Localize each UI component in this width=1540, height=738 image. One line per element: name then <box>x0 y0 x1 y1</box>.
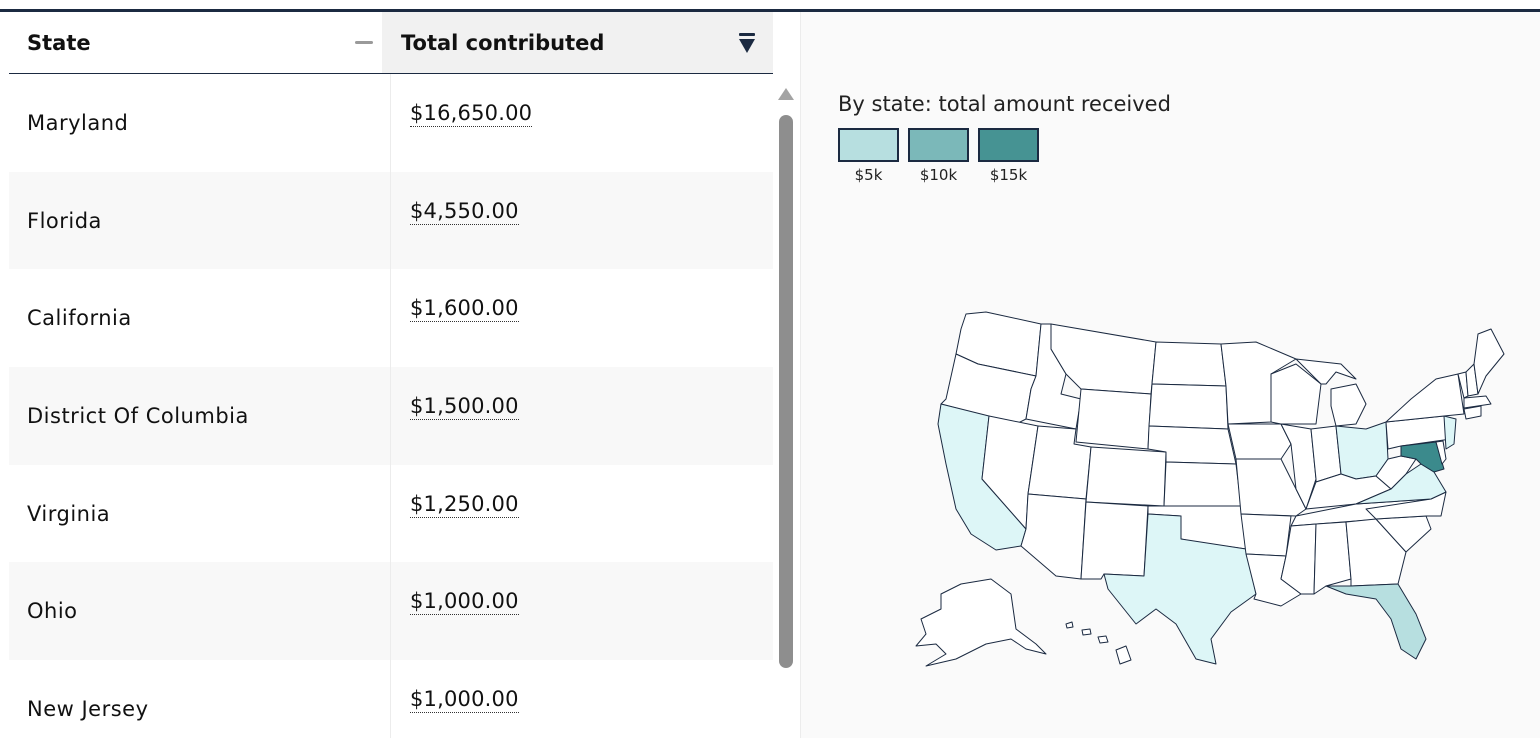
state-cell: Ohio <box>27 599 78 624</box>
state-new-jersey[interactable] <box>1443 415 1457 450</box>
state-maine[interactable] <box>1473 328 1505 395</box>
contributions-table: State Total contributed Maryland $16,650.… <box>9 12 773 738</box>
us-choropleth-map <box>915 311 1505 667</box>
state-michigan[interactable] <box>1295 358 1367 427</box>
table-row: California $1,600.00 <box>9 269 773 368</box>
state-kansas[interactable] <box>1163 461 1242 507</box>
scroll-up-arrow-icon[interactable] <box>778 88 794 100</box>
top-rule <box>0 9 1540 12</box>
table-body: Maryland $16,650.00 Florida $4,550.00 Califo… <box>9 74 773 738</box>
state-wyoming[interactable] <box>1075 388 1152 450</box>
state-iowa[interactable] <box>1227 423 1292 460</box>
state-north-dakota[interactable] <box>1151 341 1227 387</box>
sort-neutral-icon[interactable] <box>355 41 373 44</box>
amount-cell[interactable]: $1,250.00 <box>410 491 519 518</box>
table-row: Florida $4,550.00 <box>9 171 773 270</box>
column-divider <box>390 562 391 661</box>
state-delaware[interactable] <box>1435 440 1447 465</box>
state-new-mexico[interactable] <box>1080 501 1149 580</box>
table-header: State Total contributed <box>9 12 773 74</box>
state-south-dakota[interactable] <box>1148 383 1229 430</box>
column-header-state-label: State <box>27 30 91 55</box>
amount-cell[interactable]: $4,550.00 <box>410 198 519 225</box>
legend-swatch <box>978 128 1039 162</box>
state-cell: District Of Columbia <box>27 404 249 429</box>
table-row: District Of Columbia $1,500.00 <box>9 367 773 465</box>
legend-swatch <box>838 128 899 162</box>
table-row: New Jersey $1,000.00 <box>9 660 773 738</box>
state-arkansas[interactable] <box>1240 513 1292 557</box>
map-panel: By state: total amount received $5k $10k $… <box>800 12 1540 738</box>
state-connecticut[interactable] <box>1463 405 1482 420</box>
state-massachusetts[interactable] <box>1463 395 1492 409</box>
map-title: By state: total amount received <box>838 92 1171 116</box>
column-header-state[interactable]: State <box>9 12 382 73</box>
table-row: Virginia $1,250.00 <box>9 464 773 563</box>
table-row: Maryland $16,650.00 <box>9 74 773 172</box>
column-divider <box>390 464 391 563</box>
state-arizona[interactable] <box>1020 493 1087 580</box>
state-new-york[interactable] <box>1385 373 1465 423</box>
state-hawaii[interactable] <box>1065 621 1132 665</box>
amount-cell[interactable]: $1,000.00 <box>410 687 519 714</box>
column-divider <box>390 74 391 172</box>
column-header-total-label: Total contributed <box>401 30 605 55</box>
state-wisconsin[interactable] <box>1270 363 1322 425</box>
column-divider <box>390 171 391 270</box>
state-cell: New Jersey <box>27 697 149 722</box>
state-florida[interactable] <box>1325 583 1427 660</box>
amount-cell[interactable]: $1,500.00 <box>410 394 519 421</box>
column-header-total[interactable]: Total contributed <box>382 12 773 73</box>
legend-swatch <box>908 128 969 162</box>
legend-label: $10k <box>919 166 958 184</box>
column-divider <box>390 660 391 738</box>
state-cell: Florida <box>27 208 102 233</box>
column-divider <box>390 269 391 368</box>
legend-label: $15k <box>989 166 1028 184</box>
amount-cell[interactable]: $1,000.00 <box>410 589 519 616</box>
column-divider <box>390 367 391 465</box>
state-cell: Maryland <box>27 111 129 135</box>
amount-cell[interactable]: $1,600.00 <box>410 296 519 323</box>
legend-label: $5k <box>854 166 883 184</box>
state-cell: California <box>27 306 132 331</box>
scrollbar-thumb[interactable] <box>779 115 793 668</box>
sort-descending-icon[interactable] <box>738 33 756 55</box>
state-alabama[interactable] <box>1313 521 1352 595</box>
state-alaska[interactable] <box>915 578 1047 667</box>
state-texas[interactable] <box>1103 513 1257 665</box>
state-colorado[interactable] <box>1085 446 1167 507</box>
amount-cell[interactable]: $16,650.00 <box>410 101 533 127</box>
state-montana[interactable] <box>1050 323 1157 395</box>
state-cell: Virginia <box>27 501 111 526</box>
table-row: Ohio $1,000.00 <box>9 562 773 661</box>
